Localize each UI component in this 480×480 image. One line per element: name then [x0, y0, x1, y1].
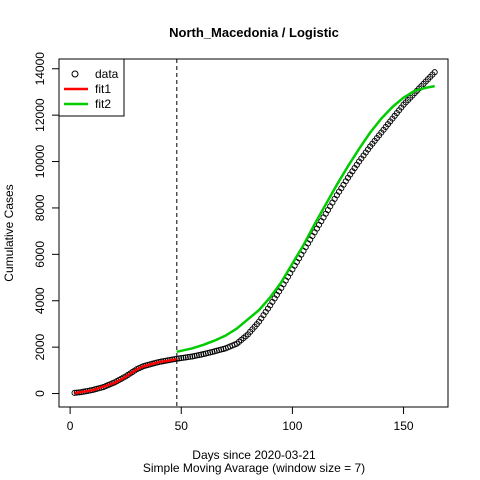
- data-point: [187, 353, 194, 360]
- y-tick-label: 14000: [33, 52, 47, 86]
- legend: data fit1 fit2: [58, 58, 125, 117]
- fit2-line: [176, 84, 435, 354]
- data-point: [184, 354, 191, 361]
- chart-title: North_Macedonia / Logistic: [169, 25, 339, 40]
- data-point: [198, 351, 205, 358]
- y-tick-label: 6000: [33, 241, 47, 268]
- x-tick-label: 150: [394, 419, 414, 433]
- y-tick-label: 2000: [33, 333, 47, 360]
- y-axis-label: Cumulative Cases: [2, 184, 16, 281]
- legend-data-symbol: [71, 70, 79, 78]
- fit1-line: [74, 357, 178, 395]
- y-tick-label: 0: [33, 390, 47, 397]
- legend-data-label: data: [95, 67, 119, 81]
- x-tick-label: 100: [282, 419, 302, 433]
- data-point: [182, 354, 189, 361]
- y-tick-label: 10000: [33, 145, 47, 179]
- y-tick-label: 8000: [33, 194, 47, 221]
- data-point: [178, 355, 185, 362]
- data-point: [193, 352, 200, 359]
- data-point: [189, 353, 196, 360]
- plot-area: [71, 59, 438, 407]
- x-tick-label: 0: [67, 419, 74, 433]
- legend-fit1-label: fit1: [95, 82, 111, 96]
- x-tick-label: 50: [175, 419, 189, 433]
- y-tick-label: 4000: [33, 287, 47, 314]
- data-point: [195, 351, 203, 359]
- legend-fit2-label: fit2: [95, 97, 111, 111]
- legend-box: [58, 58, 125, 117]
- data-point: [180, 354, 187, 361]
- x-axis-label: Days since 2020-03-21: [192, 448, 316, 462]
- data-point: [431, 69, 438, 76]
- x-axis-subtitle: Simple Moving Avarage (window size = 7): [143, 461, 365, 475]
- data-point: [191, 352, 198, 360]
- y-tick-label: 12000: [33, 98, 47, 132]
